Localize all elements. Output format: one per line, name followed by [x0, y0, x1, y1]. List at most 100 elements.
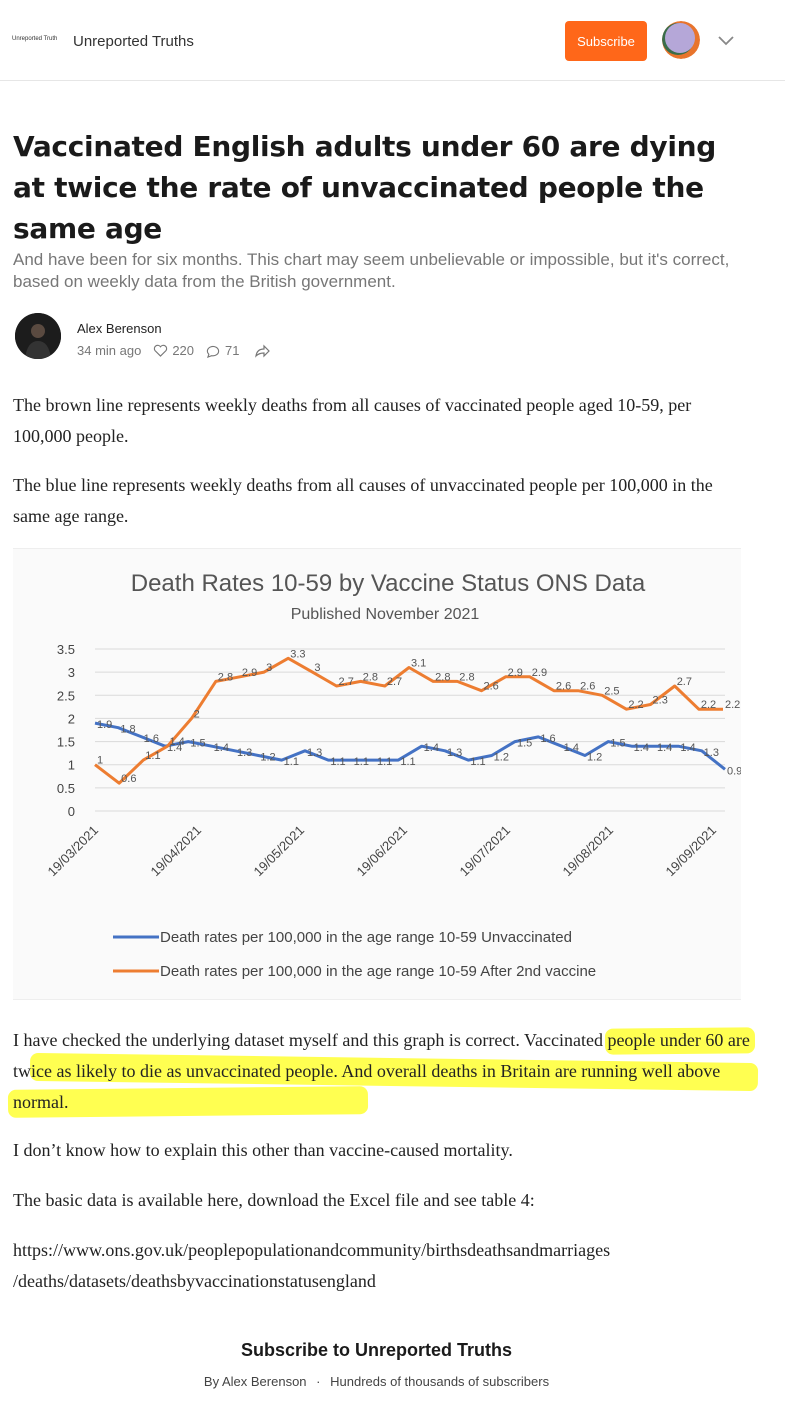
heart-icon[interactable] [153, 344, 168, 357]
y-tick-label: 3.5 [57, 642, 75, 657]
y-tick-label: 1.5 [57, 735, 75, 750]
data-label: 1.2 [494, 751, 509, 763]
comment-icon[interactable] [206, 344, 221, 358]
data-label: 3 [266, 662, 272, 674]
byline-author[interactable]: By Alex Berenson [203, 1374, 307, 1389]
subscriber-count: Hundreds of thousands of subscribers [330, 1374, 550, 1389]
legend-label: Death rates per 100,000 in the age range… [160, 929, 572, 946]
x-tick-label: 19/04/2021 [147, 823, 204, 880]
data-label: 2.7 [387, 676, 402, 688]
data-label: 2.8 [363, 671, 378, 683]
data-label: 2.3 [653, 695, 668, 707]
data-label: 2.7 [339, 676, 354, 688]
y-tick-label: 1 [68, 758, 75, 773]
data-label: 2.7 [677, 676, 692, 688]
y-tick-label: 2 [68, 711, 75, 726]
link-line-1[interactable]: https://www.ons.gov.uk/peoplepopulationa… [13, 1240, 611, 1260]
data-label: 1.2 [587, 751, 602, 763]
publication-logo[interactable]: Unreported Truth [12, 36, 58, 42]
chart-subtitle: Published November 2021 [291, 606, 480, 623]
publication-name[interactable]: Unreported Truths [73, 33, 194, 50]
data-label: 1.3 [307, 747, 322, 759]
death-rates-chart: Death Rates 10-59 by Vaccine Status ONS … [44, 570, 742, 980]
author-name[interactable]: Alex Berenson [77, 321, 162, 336]
data-label: 1 [97, 755, 103, 767]
data-label: 2.6 [580, 681, 595, 693]
data-label: 3 [314, 662, 320, 674]
data-label: 2.5 [604, 685, 619, 697]
x-tick-label: 19/03/2021 [44, 823, 101, 880]
series-line-vaccinated [94, 656, 723, 785]
x-tick-label: 19/08/2021 [559, 823, 616, 880]
data-label: 3.3 [290, 648, 305, 660]
data-label: 1.1 [400, 756, 415, 768]
data-label: 1.5 [517, 738, 532, 750]
chart-container: Death Rates 10-59 by Vaccine Status ONS … [13, 548, 742, 1000]
data-label: 1.6 [540, 733, 555, 745]
paragraph-blue-line: The blue line represents weekly deaths f… [13, 475, 713, 526]
data-label: 2.9 [532, 667, 547, 679]
data-label: 2.8 [218, 671, 233, 683]
x-tick-label: 19/07/2021 [456, 823, 513, 880]
data-label: 2.6 [556, 681, 571, 693]
data-label: 1.4 [564, 742, 579, 754]
x-tick-label: 19/09/2021 [662, 823, 719, 880]
data-label: 2 [194, 708, 200, 720]
comment-count[interactable]: 71 [225, 343, 240, 358]
data-label: 2.8 [459, 671, 474, 683]
data-source-link[interactable]: https://www.ons.gov.uk/peoplepopulationa… [13, 1235, 753, 1297]
data-label: 1.1 [330, 756, 345, 768]
data-label: 1.1 [377, 756, 392, 768]
link-line-2[interactable]: /deaths/datasets/deathsbyvaccinationstat… [13, 1271, 376, 1291]
data-label: 2.9 [508, 667, 523, 679]
data-label: 1.3 [447, 747, 462, 759]
data-label: 2.2 [725, 699, 740, 711]
x-tick-label: 19/05/2021 [250, 823, 307, 880]
data-label: 1.5 [190, 738, 205, 750]
subscribe-byline: By Alex Berenson · Hundreds of thousands… [0, 1374, 753, 1389]
article-subtitle: And have been for six months. This chart… [13, 250, 730, 291]
like-count[interactable]: 220 [172, 343, 195, 358]
paragraph-brown-line: The brown line represents weekly deaths … [13, 395, 692, 446]
paragraph-data-source: The basic data is available here, downlo… [13, 1190, 535, 1210]
data-label: 2.6 [483, 681, 498, 693]
x-tick-label: 19/06/2021 [353, 823, 410, 880]
y-tick-label: 2.5 [57, 688, 75, 703]
data-label: 2.9 [242, 667, 257, 679]
chart-title: Death Rates 10-59 by Vaccine Status ONS … [131, 570, 646, 597]
y-tick-label: 0.5 [57, 781, 75, 796]
share-icon[interactable] [254, 344, 270, 358]
data-label: 0.9 [727, 765, 741, 777]
data-label: 1.4 [634, 742, 649, 754]
y-tick-label: 3 [68, 665, 75, 680]
chevron-down-icon[interactable] [716, 32, 736, 48]
subscribe-button[interactable]: Subscribe [565, 21, 647, 61]
byline-separator: · [316, 1374, 321, 1389]
paragraph-explanation: I don’t know how to explain this other t… [13, 1140, 513, 1160]
data-label: 2.2 [628, 699, 643, 711]
article-title: Vaccinated English adults under 60 are d… [13, 130, 717, 245]
data-label: 1.4 [680, 742, 695, 754]
data-label: 1.1 [354, 756, 369, 768]
data-label: 1.4 [214, 742, 229, 754]
y-tick-label: 0 [68, 804, 75, 819]
data-label: 1.4 [169, 736, 184, 748]
data-label: 1.8 [120, 724, 135, 736]
data-label: 1.3 [704, 747, 719, 759]
series-line-unvaccinated [94, 721, 726, 771]
data-label: 1.4 [167, 742, 182, 754]
paragraph-checked-dataset: I have checked the underlying dataset my… [13, 1030, 750, 1112]
data-label: 2.8 [435, 671, 450, 683]
data-label: 1.6 [144, 733, 159, 745]
data-label: 3.1 [411, 658, 426, 670]
data-label: 1.1 [284, 756, 299, 768]
data-label: 1.4 [657, 742, 672, 754]
author-avatar[interactable] [15, 313, 61, 359]
data-label: 1.5 [610, 738, 625, 750]
user-avatar[interactable] [662, 21, 700, 59]
top-navigation-bar: Unreported Truth Unreported Truths Subsc… [0, 0, 785, 81]
data-label: 0.6 [121, 773, 136, 785]
data-label: 1.2 [260, 751, 275, 763]
data-label: 1.4 [424, 742, 439, 754]
data-label: 1.1 [470, 756, 485, 768]
